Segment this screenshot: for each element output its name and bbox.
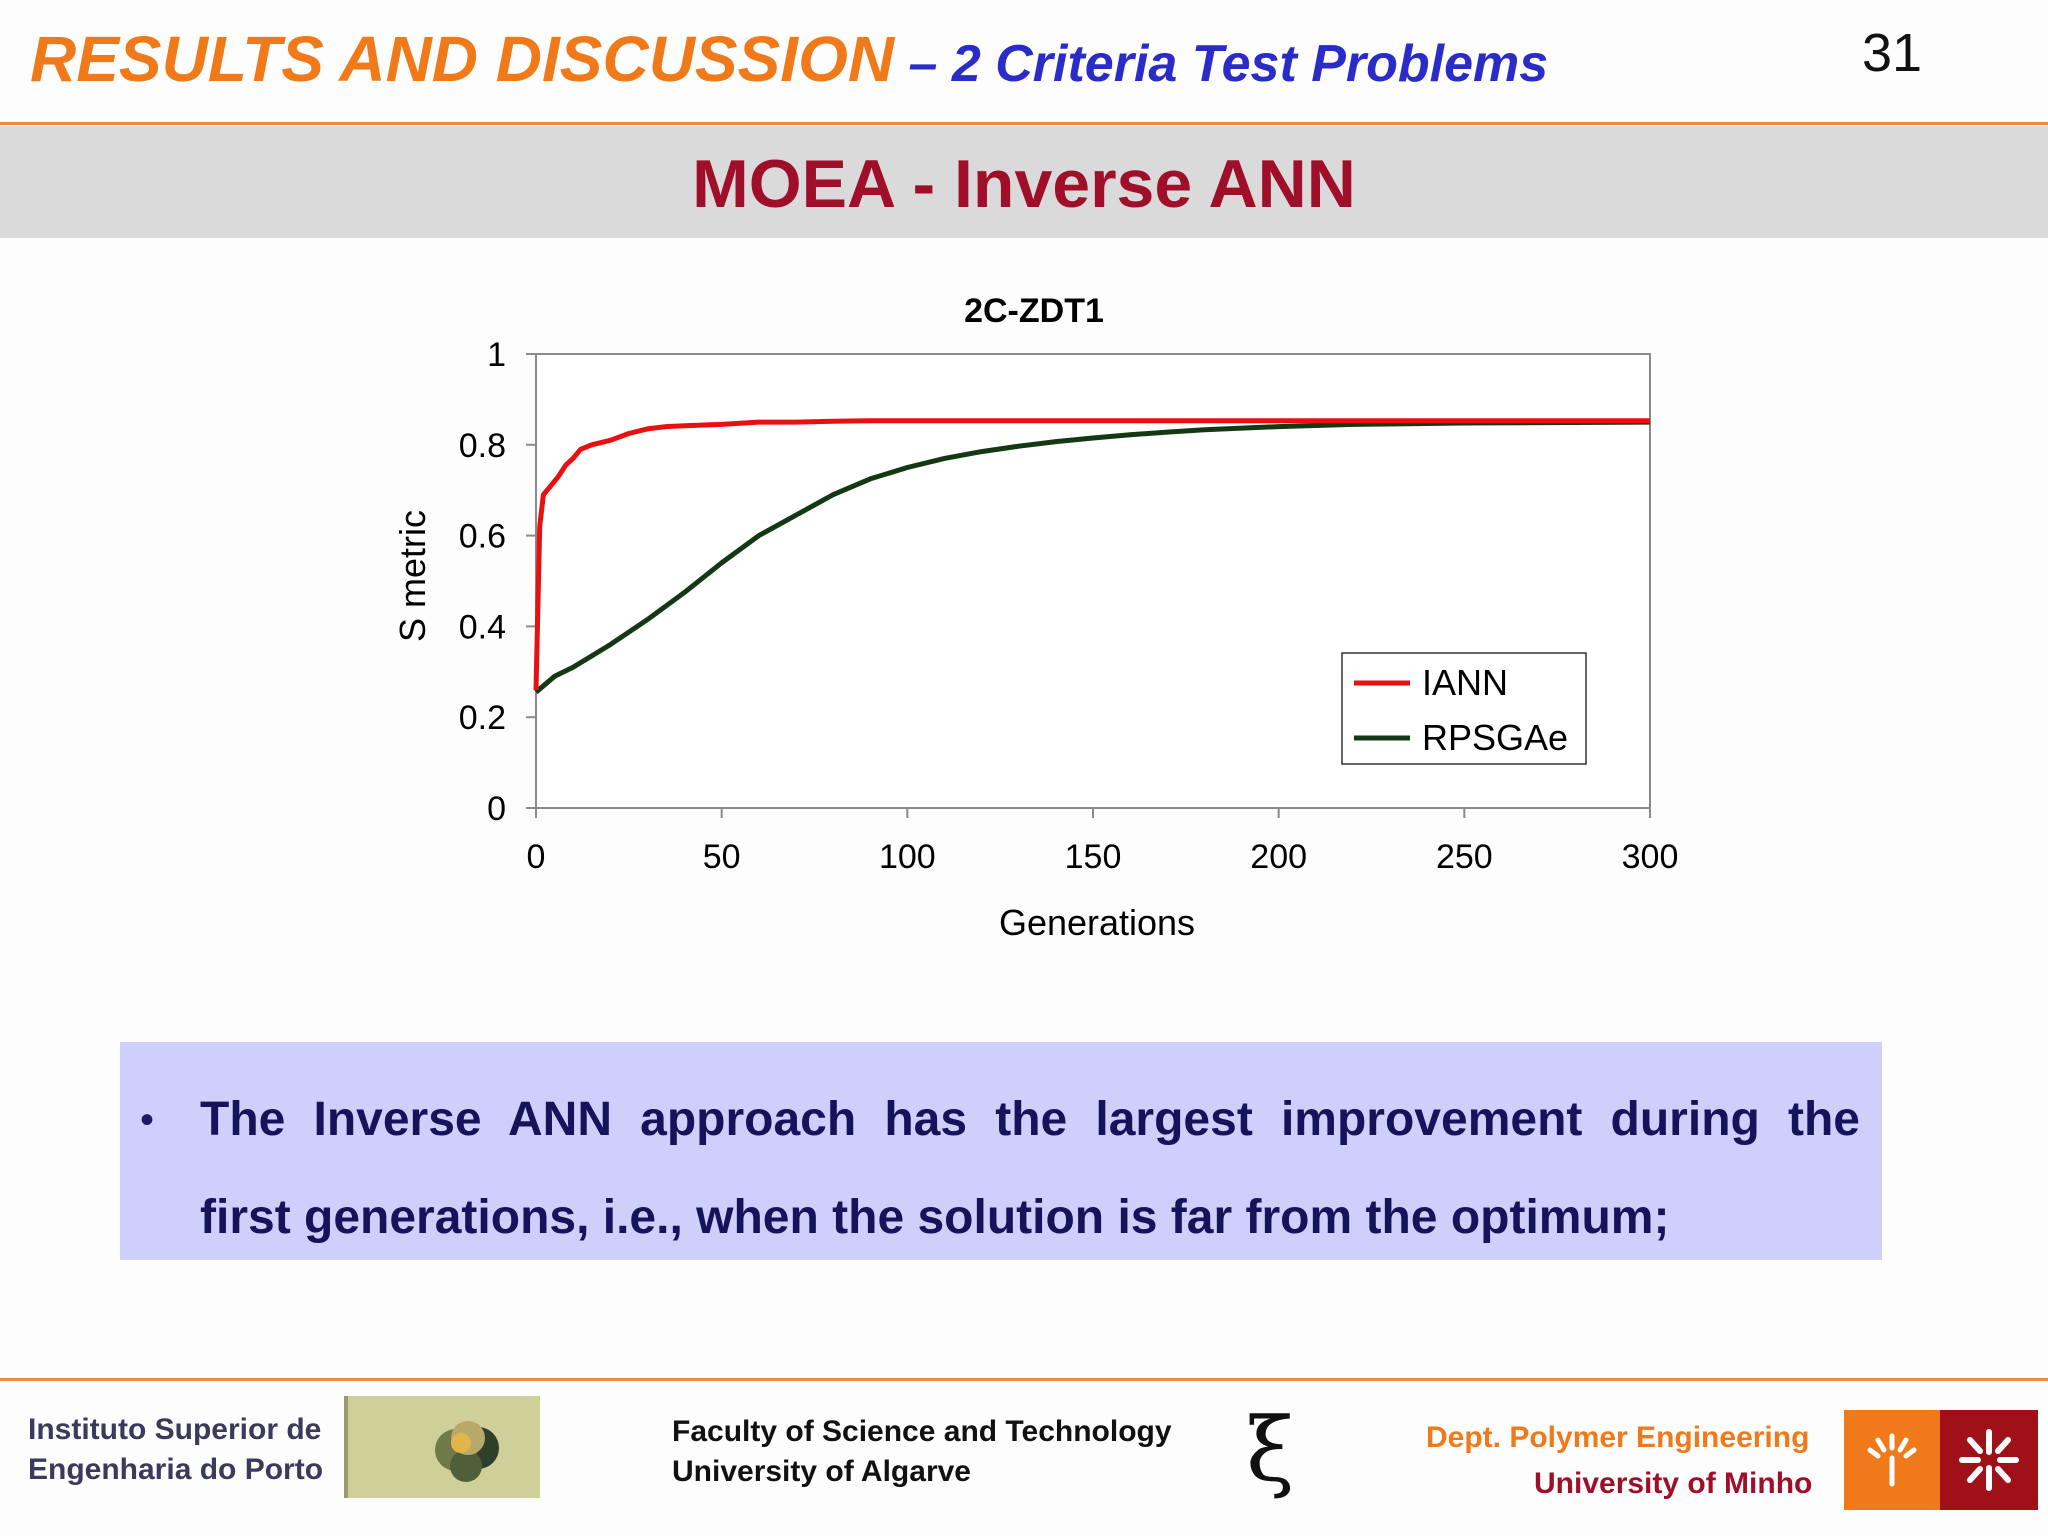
header-title-main: RESULTS AND DISCUSSION: [30, 23, 895, 95]
x-tick-label: 300: [1622, 838, 1679, 876]
slide-header-title: RESULTS AND DISCUSSION – 2 Criteria Test…: [30, 22, 1548, 96]
series-line-rpsgae: [534, 419, 1651, 695]
y-tick-label: 0.6: [459, 518, 506, 556]
dpe-line-1: Dept. Polymer Engineering: [1426, 1421, 1810, 1454]
isep-name: Instituto Superior de Engenharia do Port…: [28, 1410, 323, 1490]
y-tick-label: 0.4: [459, 608, 506, 646]
isep-line-2: Engenharia do Porto: [28, 1453, 324, 1486]
uminho-logo-right: [1940, 1410, 2038, 1510]
x-tick-label: 100: [879, 838, 936, 876]
series-line-iann: [533, 418, 1650, 691]
section-title: MOEA - Inverse ANN: [692, 146, 1356, 222]
uminho-logo-left: [1844, 1410, 1940, 1510]
header-divider: [0, 122, 2048, 125]
isep-line-1: Instituto Superior de: [28, 1413, 322, 1446]
dpe-line-2: University of Minho: [1534, 1467, 1813, 1500]
fct-name: Faculty of Science and Technology Univer…: [672, 1412, 1172, 1492]
x-tick-label: 200: [1250, 838, 1307, 876]
header-title-sub: – 2 Criteria Test Problems: [894, 35, 1549, 93]
legend-label-iann: IANN: [1422, 662, 1508, 703]
section-band: [0, 126, 2048, 238]
fct-line-2: University of Algarve: [672, 1455, 971, 1488]
y-tick-label: 1: [487, 336, 506, 374]
uminho-logo-left-mark: [1867, 1433, 1917, 1487]
x-tick-label: 0: [527, 838, 546, 876]
legend-box: [1341, 652, 1587, 765]
y-tick-label: 0.2: [459, 699, 506, 737]
isep-logo: [344, 1396, 540, 1498]
y-tick-label: 0.8: [459, 427, 506, 465]
y-axis-label: S metric: [392, 510, 433, 642]
callout-bullet: •: [140, 1098, 155, 1142]
x-axis-label: Generations: [999, 902, 1195, 943]
isep-logo-emblem: [435, 1421, 499, 1482]
x-tick-label: 50: [703, 838, 741, 876]
uminho-logo-right-mark: [1959, 1429, 2019, 1491]
legend-label-rpsgae: RPSGAe: [1422, 717, 1568, 758]
callout-text-line-2: first generations, i.e., when the soluti…: [200, 1191, 1670, 1244]
footer-divider: [0, 1378, 2048, 1381]
line-chart: 2C-ZDT1 0 0.2 0.4 0.6 0.8 1 0 50 100 150 200 250 30…: [392, 292, 1679, 943]
x-tick-label: 150: [1065, 838, 1122, 876]
fct-line-1: Faculty of Science and Technology: [672, 1415, 1172, 1448]
x-tick-label: 250: [1436, 838, 1493, 876]
slide-number: 31: [1862, 23, 1923, 83]
callout-text-line-1: The Inverse ANN approach has the largest…: [200, 1093, 1860, 1146]
chart-title: 2C-ZDT1: [964, 292, 1104, 330]
ualg-xi-logo: ξ: [1246, 1398, 1295, 1501]
y-tick-label: 0: [487, 790, 506, 828]
callout-box: [120, 1042, 1882, 1260]
legend: IANN RPSGAe: [1341, 652, 1587, 765]
